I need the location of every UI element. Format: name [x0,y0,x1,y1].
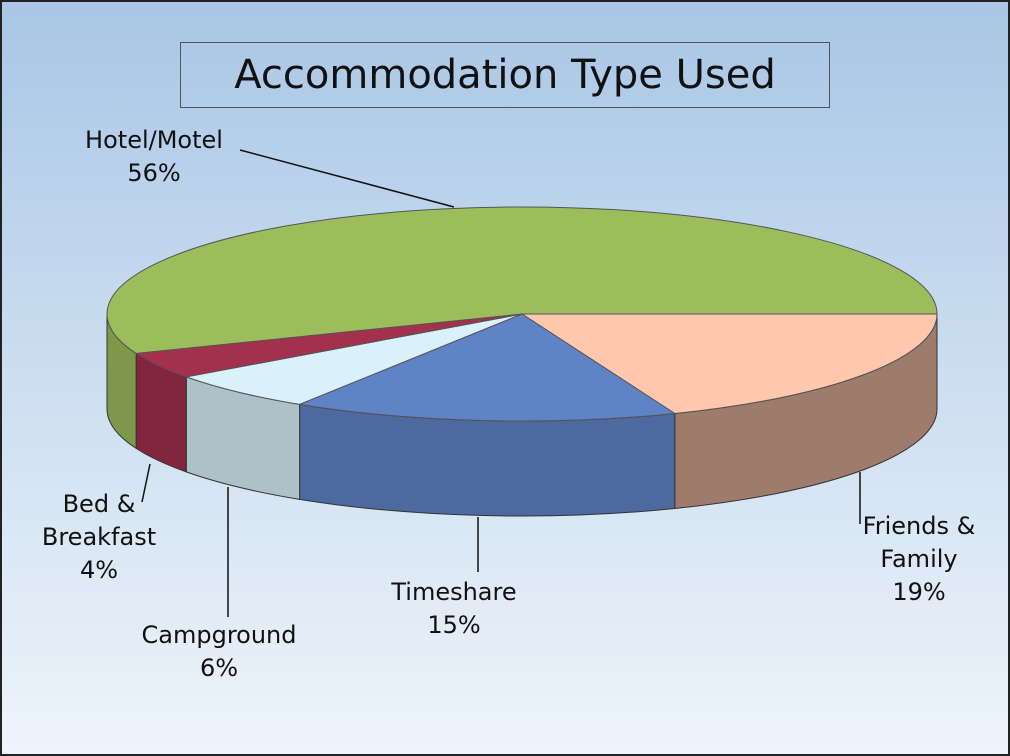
category-label: Campground [141,621,297,649]
category-label: Bed & Breakfast [41,490,157,551]
leader-line [141,463,151,503]
slice-label: Hotel/Motel 56% [54,124,254,190]
category-label: Friends & Family [862,512,976,573]
slice-label: Friends & Family 19% [844,510,994,609]
slice [520,313,938,415]
slice [297,313,677,422]
value-label: 56% [127,159,181,187]
leader-line [239,149,455,208]
chart-title: Accommodation Type Used [180,42,830,108]
slice [106,206,938,354]
slice [184,313,523,405]
value-label: 15% [427,611,481,639]
value-label: 4% [79,556,119,584]
slice-label: Campground 6% [119,619,319,685]
value-label: 19% [892,578,946,606]
category-label: Timeshare [391,578,517,606]
value-label: 6% [199,654,239,682]
slice-label: Bed & Breakfast 4% [24,488,174,587]
category-label: Hotel/Motel [85,126,223,154]
slice-label: Timeshare 15% [379,576,529,642]
